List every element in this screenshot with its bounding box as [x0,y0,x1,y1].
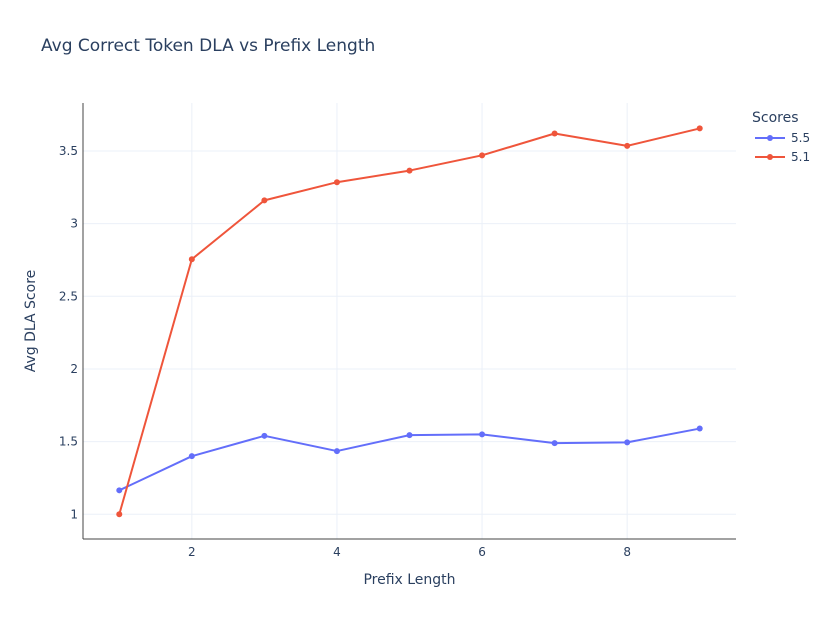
data-point-5.1 [551,130,558,137]
chart-title: Avg Correct Token DLA vs Prefix Length [41,36,375,56]
y-tick-label: 1.5 [59,435,78,449]
series-group [116,125,703,518]
data-point-5.1 [116,511,123,518]
x-tick-label: 4 [333,545,341,559]
gridlines [83,103,736,539]
y-tick-label: 2 [70,362,78,376]
data-point-5.5 [551,440,558,447]
y-tick-label: 3 [70,217,78,231]
data-point-5.5 [116,487,123,494]
y-tick-label: 3.5 [59,144,78,158]
x-axis-title: Prefix Length [363,572,455,588]
data-point-5.1 [188,256,195,263]
legend-label: 5.5 [791,131,810,145]
legend: Scores 5.5 5.1 [752,110,810,164]
x-tick-label: 8 [623,545,631,559]
axes: 2 4 6 8 1 1.5 2 2.5 3 3.5 [59,103,736,559]
legend-label: 5.1 [791,150,810,164]
legend-swatch-marker [767,154,773,160]
data-point-5.5 [624,439,631,446]
data-point-5.1 [696,125,703,132]
data-point-5.5 [188,453,195,460]
data-point-5.1 [333,179,340,186]
data-point-5.5 [406,432,413,439]
y-tick-label: 1 [70,507,78,521]
series-line-5.1 [118,127,700,515]
y-axis-title: Avg DLA Score [23,270,39,373]
data-point-5.1 [624,142,631,149]
data-point-5.5 [333,448,340,455]
data-point-5.1 [406,167,413,174]
data-point-5.5 [479,431,486,438]
x-tick-label: 2 [188,545,196,559]
data-point-5.5 [261,432,268,439]
y-tick-label: 2.5 [59,289,78,303]
legend-swatch-marker [767,135,773,141]
legend-title: Scores [752,110,799,126]
x-tick-label: 6 [478,545,486,559]
data-point-5.1 [261,197,268,204]
data-point-5.5 [696,425,703,432]
data-point-5.1 [479,152,486,159]
